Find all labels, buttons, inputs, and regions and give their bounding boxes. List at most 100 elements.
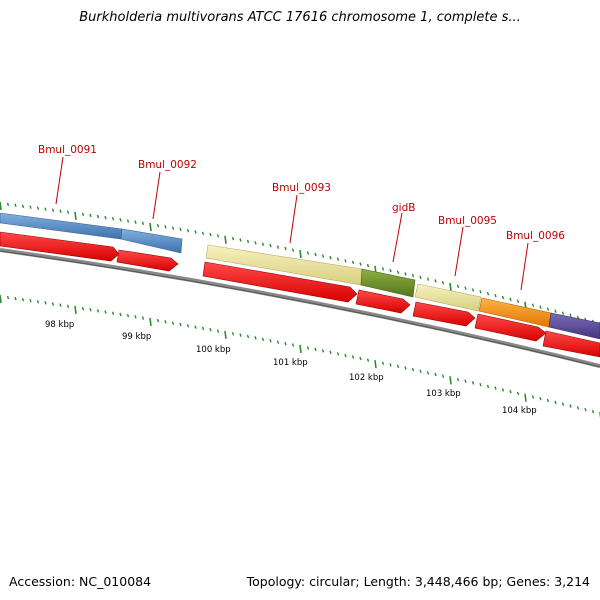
inner-ruler-tick [464, 379, 467, 383]
outer-ruler-tick [306, 251, 310, 255]
inner-ruler-tick [224, 330, 227, 339]
cds-arrow-gidb[interactable] [355, 289, 411, 314]
inner-tick-ruler [0, 294, 600, 419]
inner-ruler-tick [21, 297, 25, 302]
inner-ruler-tick [179, 322, 182, 327]
cds-arrow-next[interactable] [542, 330, 600, 358]
gene-label-bmul-0092[interactable]: Bmul_0092 [138, 159, 197, 171]
gene-bar-bmul-0092[interactable] [120, 228, 183, 254]
outer-ruler-tick [546, 307, 550, 311]
inner-ruler-tick [96, 309, 100, 313]
cds-arrow-bmul-0092[interactable] [116, 249, 179, 272]
inner-ruler-tick [36, 300, 40, 304]
outer-ruler-tick [36, 206, 40, 210]
outer-ruler-tick [171, 226, 175, 230]
inner-ruler-tick [51, 302, 55, 306]
inner-ruler-tick [396, 364, 400, 369]
inner-ruler-tick [479, 382, 482, 387]
outer-ruler-tick [111, 216, 115, 221]
outer-ruler-tick [314, 252, 317, 257]
inner-ruler-tick [351, 355, 355, 359]
outer-ruler-tick [449, 282, 452, 292]
gene-label-bmul-0091[interactable]: Bmul_0091 [38, 144, 97, 156]
inner-ruler-tick [0, 294, 2, 304]
outer-ruler-tick [254, 241, 257, 245]
outer-ruler-tick [21, 204, 25, 209]
gene-bar-bmul-0095[interactable] [414, 283, 482, 312]
outer-ruler-tick [164, 225, 167, 229]
leader-bmul-0093 [289, 194, 298, 244]
gene-track [0, 212, 600, 340]
inner-ruler-tick [366, 358, 370, 362]
gene-label-gidb[interactable]: gidB [392, 202, 415, 214]
inner-ruler-tick [134, 315, 137, 319]
outer-ruler-tick [246, 239, 250, 244]
outer-ruler-tick [516, 299, 520, 304]
outer-ruler-tick [66, 210, 70, 214]
gene-bar-gidb[interactable] [360, 268, 416, 298]
cds-arrow-bmul-0093[interactable] [202, 261, 358, 303]
inner-ruler-tick [321, 349, 325, 353]
outer-ruler-tick [531, 303, 535, 307]
outer-ruler-tick [186, 228, 190, 233]
map-title: Burkholderia multivorans ATCC 17616 chro… [79, 10, 521, 25]
outer-ruler-tick [501, 295, 505, 300]
inner-ruler-tick [456, 377, 460, 382]
chromosome-backbone-edge [0, 250, 600, 368]
outer-ruler-tick [201, 231, 205, 236]
outer-ruler-tick [126, 219, 130, 223]
inner-ruler-tick [119, 312, 122, 317]
inner-ruler-tick [81, 306, 85, 311]
inner-ruler-tick [441, 374, 445, 378]
outer-ruler-tick [509, 297, 512, 302]
chromosome-backbone [0, 248, 600, 368]
outer-ruler-tick [81, 212, 85, 217]
gene-bar-next[interactable] [548, 312, 600, 340]
outer-ruler-tick [464, 286, 467, 290]
inner-ruler-tick [381, 361, 385, 365]
inner-ruler-tick [104, 310, 107, 314]
kbp-label-101: 101 kbp [273, 358, 308, 368]
inner-ruler-tick [239, 333, 242, 337]
outer-ruler-tick [74, 211, 77, 220]
outer-ruler-tick [134, 220, 137, 224]
cds-arrow-bmul-0096[interactable] [474, 313, 547, 342]
inner-ruler-tick [29, 298, 32, 303]
kbp-label-103: 103 kbp [426, 389, 461, 399]
outer-ruler-tick [456, 284, 460, 289]
kbp-label-102: 102 kbp [349, 373, 384, 383]
cds-arrow-bmul-0095[interactable] [412, 301, 476, 327]
outer-ruler-tick [321, 254, 325, 258]
gene-label-bmul-0096[interactable]: Bmul_0096 [506, 230, 565, 242]
inner-ruler-tick [44, 301, 47, 305]
gene-label-bmul-0093[interactable]: Bmul_0093 [272, 182, 331, 194]
outer-ruler-tick [224, 235, 227, 244]
kbp-label-100: 100 kbp [196, 345, 231, 355]
accession-text: Accession: NC_010084 [9, 574, 152, 589]
outer-ruler-tick [156, 223, 160, 228]
inner-ruler-tick [291, 343, 295, 347]
cds-arrow-bmul-0091[interactable] [0, 231, 120, 262]
outer-ruler-tick [329, 255, 332, 260]
outer-ruler-tick [396, 270, 400, 275]
inner-ruler-tick [374, 360, 377, 369]
inner-ruler-tick [359, 356, 362, 361]
inner-ruler-tick [584, 407, 587, 412]
inner-ruler-tick [509, 389, 512, 394]
outer-tick-ruler [0, 201, 600, 329]
gene-label-bmul-0095[interactable]: Bmul_0095 [438, 215, 497, 227]
inner-ruler-tick [14, 296, 17, 301]
kbp-label-104: 104 kbp [502, 406, 537, 416]
outer-ruler-tick [216, 234, 220, 238]
outer-ruler-tick [44, 207, 47, 211]
outer-ruler-tick [336, 257, 340, 261]
inner-ruler-tick [254, 336, 257, 340]
outer-ruler-tick [434, 279, 437, 283]
inner-ruler-tick [524, 393, 527, 402]
kbp-scale-labels: 98 kbp 99 kbp 100 kbp 101 kbp 102 kbp 10… [45, 320, 537, 416]
outer-ruler-tick [149, 222, 152, 232]
inner-ruler-tick [231, 332, 235, 336]
inner-ruler-tick [516, 391, 520, 396]
inner-ruler-tick [216, 329, 220, 333]
